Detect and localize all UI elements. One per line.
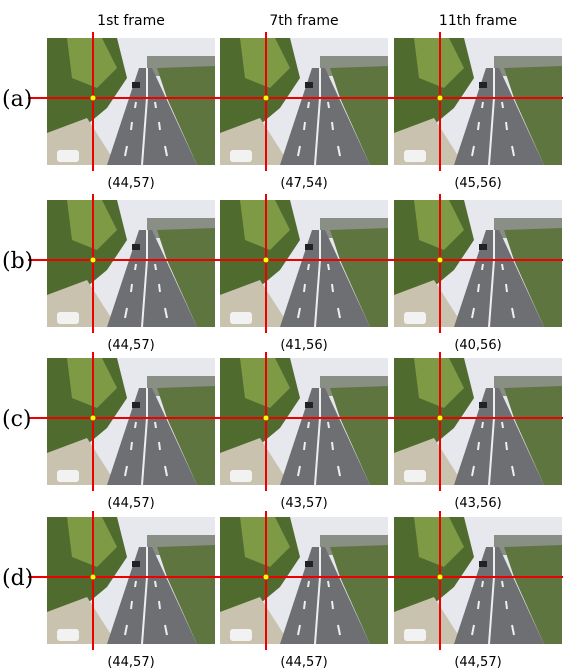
frame-image — [394, 517, 562, 644]
figure: 1st frame 7th frame 11th frame (44,57) (47,5… — [0, 0, 563, 670]
coordinate-caption: (47,54) — [280, 176, 327, 191]
frame-image — [47, 358, 215, 485]
crosshair-center — [438, 258, 443, 263]
coordinate-caption: (44,57) — [107, 176, 154, 191]
row-label: (d) — [2, 566, 33, 591]
crosshair-center — [438, 575, 443, 580]
coordinate-caption: (43,57) — [280, 496, 327, 511]
crosshair-center — [264, 258, 269, 263]
frame-image — [220, 517, 388, 644]
frame-image — [47, 517, 215, 644]
frame-image — [220, 358, 388, 485]
frame-image — [220, 38, 388, 165]
crosshair-center — [91, 416, 96, 421]
crosshair-center — [91, 575, 96, 580]
column-header: 7th frame — [269, 13, 338, 29]
coordinate-caption: (41,56) — [280, 338, 327, 353]
crosshair-center — [264, 575, 269, 580]
column-header: 11th frame — [439, 13, 517, 29]
frame-image — [394, 38, 562, 165]
frame-image — [47, 200, 215, 327]
coordinate-caption: (43,56) — [454, 496, 501, 511]
coordinate-caption: (44,57) — [107, 655, 154, 670]
coordinate-caption: (40,56) — [454, 338, 501, 353]
frame-image — [220, 200, 388, 327]
frame-image — [394, 358, 562, 485]
coordinate-caption: (45,56) — [454, 176, 501, 191]
row-label: (a) — [2, 87, 32, 112]
crosshair-center — [438, 416, 443, 421]
crosshair-center — [264, 96, 269, 101]
row-label: (b) — [2, 249, 33, 274]
crosshair-center — [91, 258, 96, 263]
coordinate-caption: (44,57) — [107, 338, 154, 353]
frame-image — [394, 200, 562, 327]
crosshair-center — [438, 96, 443, 101]
grid: 1st frame 7th frame 11th frame (44,57) (47,5… — [2, 13, 563, 670]
crosshair-center — [91, 96, 96, 101]
coordinate-caption: (44,57) — [280, 655, 327, 670]
coordinate-caption: (44,57) — [454, 655, 501, 670]
crosshair-center — [264, 416, 269, 421]
frame-image — [47, 38, 215, 165]
column-header: 1st frame — [97, 13, 165, 29]
coordinate-caption: (44,57) — [107, 496, 154, 511]
row-label: (c) — [2, 407, 32, 432]
